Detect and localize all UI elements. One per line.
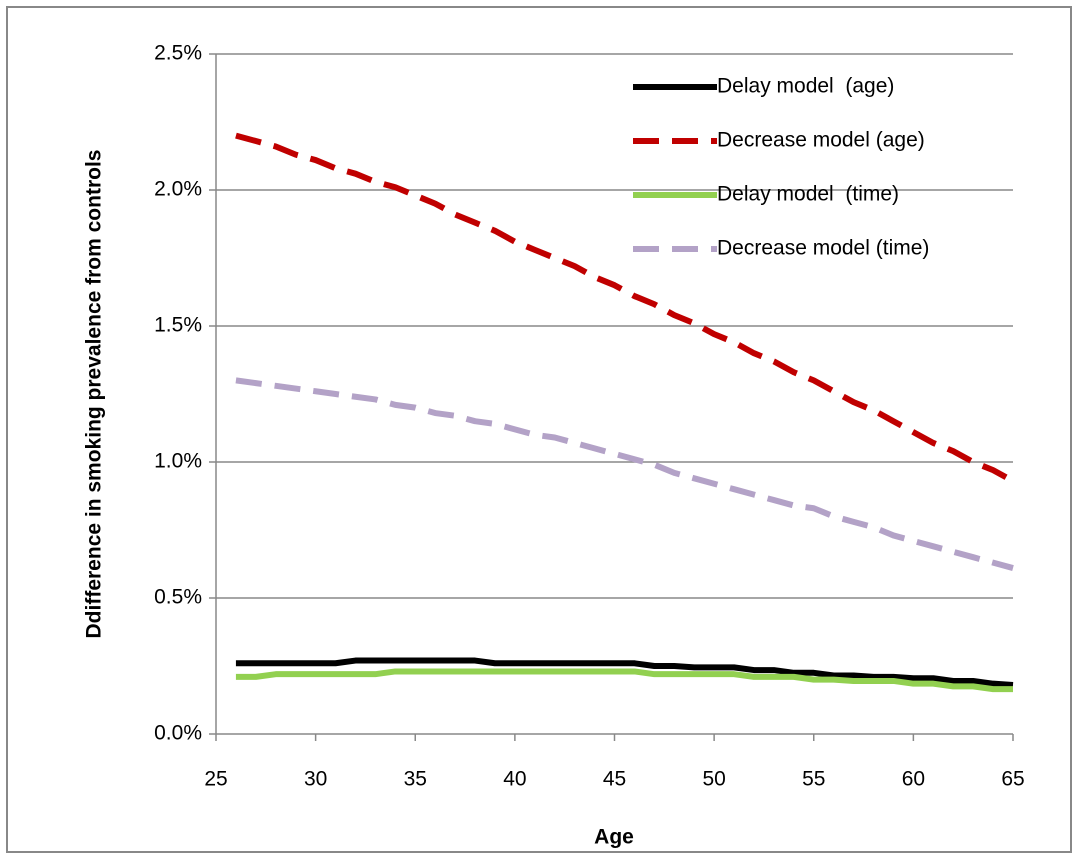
chart-border [6, 6, 1072, 853]
x-tick-label: 30 [304, 768, 327, 791]
series-line [235, 377, 1014, 571]
series-line [235, 657, 1014, 689]
x-tick-label: 55 [802, 768, 825, 791]
series-line [235, 132, 1015, 484]
legend-label: Decrease model (time) [717, 237, 929, 260]
legend-label: Decrease model (age) [717, 129, 925, 152]
x-axis-label: Age [594, 826, 634, 849]
x-tick-label: 45 [603, 768, 626, 791]
x-tick-label: 65 [1001, 768, 1024, 791]
y-axis-label: Ddifference in smoking prevalence from c… [83, 150, 106, 639]
y-tick-label: 1.0% [154, 450, 202, 473]
x-tick-label: 25 [204, 768, 227, 791]
x-tick-label: 35 [404, 768, 427, 791]
y-tick-label: 1.5% [154, 314, 202, 337]
y-tick-label: 2.0% [154, 178, 202, 201]
y-tick-label: 2.5% [154, 42, 202, 65]
x-tick-label: 50 [702, 768, 725, 791]
x-tick-label: 40 [503, 768, 526, 791]
series-line [235, 668, 1013, 693]
x-tick-label: 60 [902, 768, 925, 791]
legend-label: Delay model (age) [717, 75, 894, 98]
y-tick-label: 0.0% [154, 722, 202, 745]
y-tick-label: 0.5% [154, 586, 202, 609]
legend-label: Delay model (time) [717, 183, 899, 206]
